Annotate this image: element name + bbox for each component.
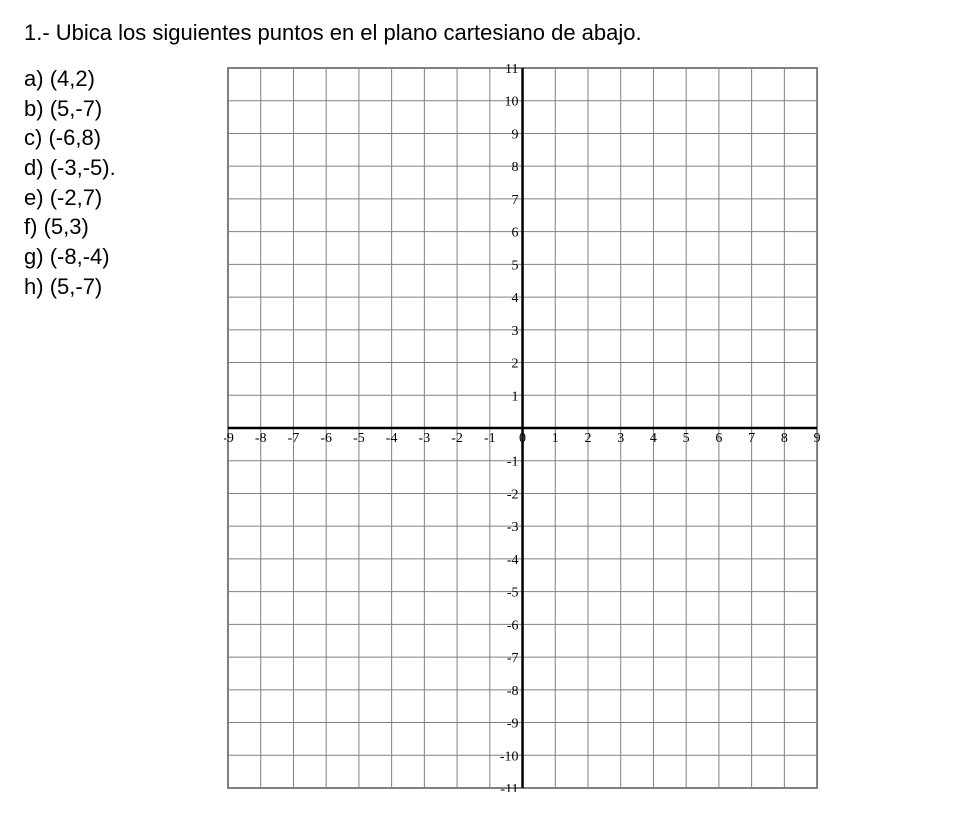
y-tick-label: 3	[512, 324, 519, 339]
y-tick-label: 11	[505, 64, 518, 77]
point-coords: (-3,-5).	[50, 155, 116, 180]
point-label: a)	[24, 66, 50, 91]
points-list: a) (4,2)b) (5,-7)c) (-6,8)d) (-3,-5).e) …	[24, 64, 224, 302]
x-tick-label: -5	[353, 431, 365, 446]
x-tick-label: 1	[552, 431, 559, 446]
point-item: c) (-6,8)	[24, 123, 224, 153]
x-tick-label: -4	[386, 431, 398, 446]
point-coords: (-2,7)	[50, 185, 103, 210]
point-coords: (5,-7)	[50, 274, 103, 299]
x-tick-label: -6	[320, 431, 332, 446]
x-tick-label: -1	[484, 431, 496, 446]
point-label: c)	[24, 125, 48, 150]
y-tick-label: 4	[512, 291, 519, 306]
point-item: g) (-8,-4)	[24, 242, 224, 272]
exercise-title: 1.- Ubica los siguientes puntos en el pl…	[24, 20, 938, 46]
y-tick-label: -4	[507, 553, 519, 568]
point-coords: (-8,-4)	[50, 244, 110, 269]
point-label: g)	[24, 244, 50, 269]
y-tick-label: 5	[512, 258, 519, 273]
y-tick-label: 6	[512, 226, 519, 241]
x-tick-label: 0	[519, 431, 526, 446]
y-tick-label: 1	[512, 389, 519, 404]
point-coords: (5,-7)	[50, 96, 103, 121]
y-tick-label: 2	[512, 357, 519, 372]
x-tick-label: -7	[288, 431, 300, 446]
worksheet-page: 1.- Ubica los siguientes puntos en el pl…	[0, 0, 962, 819]
point-label: f)	[24, 214, 44, 239]
x-tick-label: -3	[419, 431, 431, 446]
y-tick-label: -8	[507, 684, 519, 699]
x-tick-label: 3	[617, 431, 624, 446]
chart-container: -9-8-7-6-5-4-3-2-10123456789-11-10-9-8-7…	[224, 64, 938, 792]
point-item: b) (5,-7)	[24, 94, 224, 124]
y-tick-label: 7	[512, 193, 519, 208]
x-tick-label: 8	[781, 431, 788, 446]
x-tick-label: -9	[224, 431, 234, 446]
y-tick-label: -3	[507, 520, 519, 535]
point-item: f) (5,3)	[24, 212, 224, 242]
content-row: a) (4,2)b) (5,-7)c) (-6,8)d) (-3,-5).e) …	[24, 64, 938, 792]
point-label: b)	[24, 96, 50, 121]
y-tick-label: -2	[507, 487, 519, 502]
point-item: d) (-3,-5).	[24, 153, 224, 183]
y-tick-label: -5	[507, 586, 519, 601]
point-coords: (4,2)	[50, 66, 95, 91]
y-tick-label: -7	[507, 651, 519, 666]
x-tick-label: 2	[584, 431, 591, 446]
y-tick-label: -11	[500, 782, 518, 792]
point-label: h)	[24, 274, 50, 299]
y-tick-label: 9	[512, 127, 519, 142]
x-tick-label: 6	[715, 431, 722, 446]
y-tick-label: -6	[507, 618, 519, 633]
point-label: d)	[24, 155, 50, 180]
x-tick-label: -2	[451, 431, 463, 446]
cartesian-plane: -9-8-7-6-5-4-3-2-10123456789-11-10-9-8-7…	[224, 64, 821, 792]
x-tick-label: 7	[748, 431, 755, 446]
point-coords: (-6,8)	[48, 125, 101, 150]
point-label: e)	[24, 185, 50, 210]
x-tick-label: -8	[255, 431, 267, 446]
y-tick-label: -9	[507, 717, 519, 732]
point-item: a) (4,2)	[24, 64, 224, 94]
x-tick-label: 5	[683, 431, 690, 446]
x-tick-label: 9	[814, 431, 821, 446]
y-tick-label: 8	[512, 160, 519, 175]
y-tick-label: -1	[507, 455, 519, 470]
y-tick-label: 10	[505, 95, 519, 110]
point-item: e) (-2,7)	[24, 183, 224, 213]
point-item: h) (5,-7)	[24, 272, 224, 302]
point-coords: (5,3)	[44, 214, 89, 239]
y-tick-label: -10	[500, 749, 519, 764]
x-tick-label: 4	[650, 431, 657, 446]
